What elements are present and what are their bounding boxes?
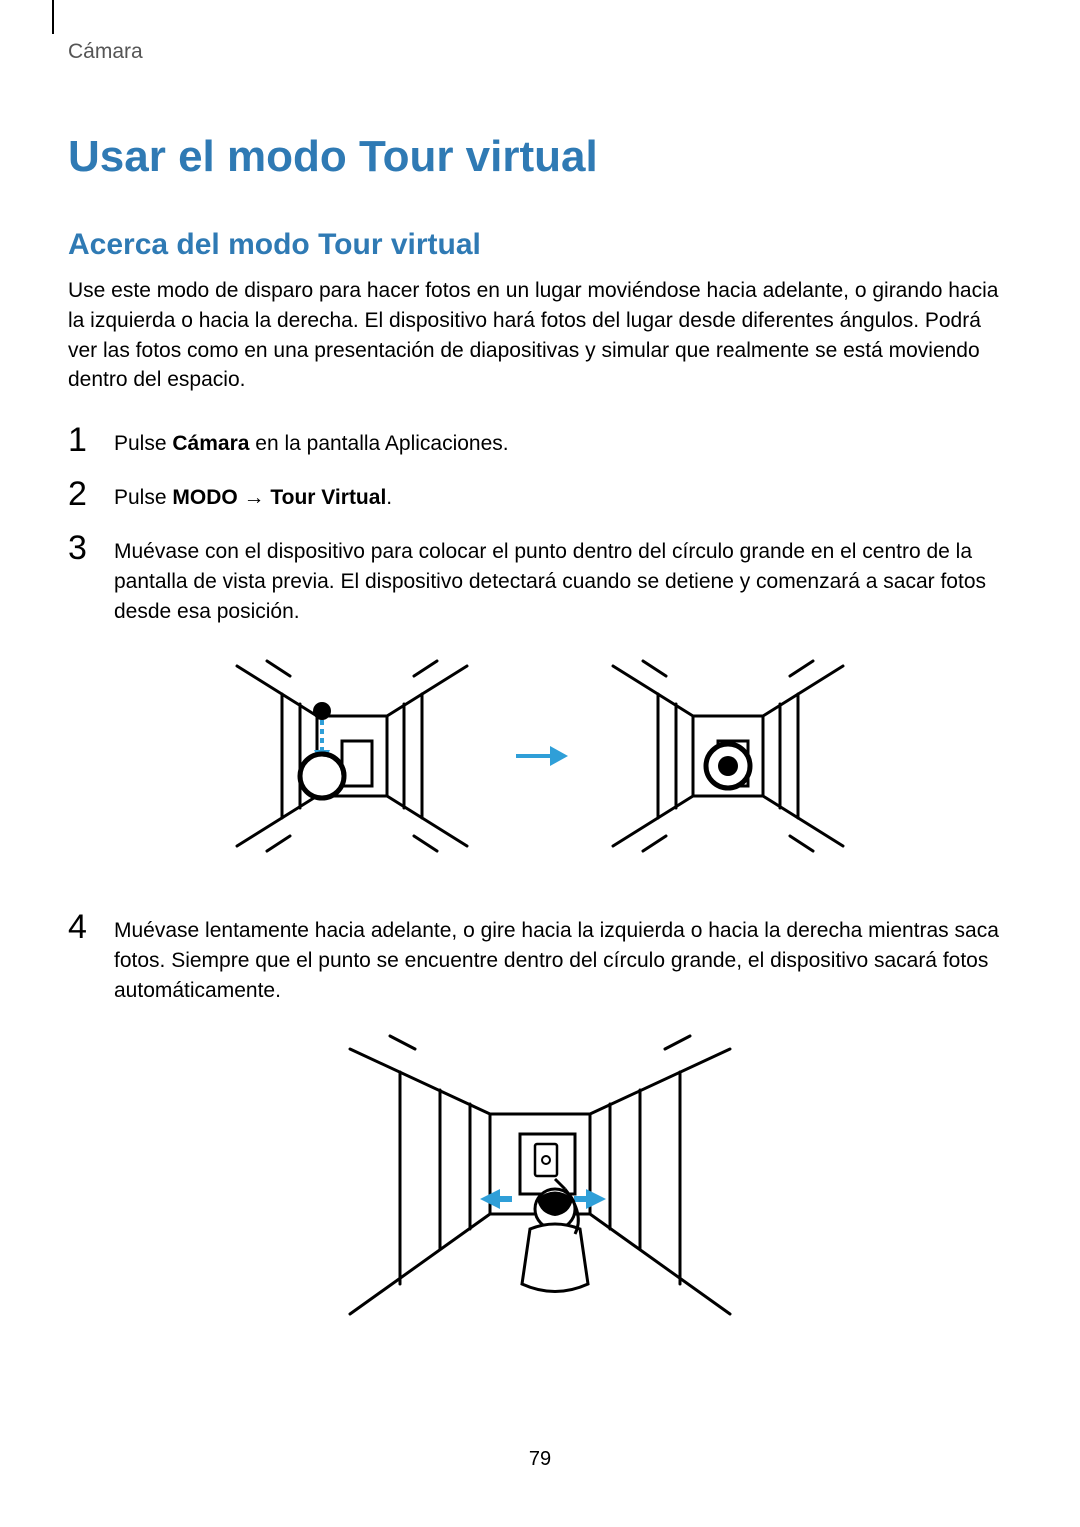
intro-paragraph: Use este modo de disparo para hacer foto… (68, 276, 1012, 395)
step-number: 1 (68, 423, 114, 457)
step-text: Pulse MODO → Tour Virtual. (114, 477, 392, 513)
step-2: 2 Pulse MODO → Tour Virtual. (68, 477, 1012, 513)
step-text: Muévase lentamente hacia adelante, o gir… (114, 910, 1012, 1005)
text-fragment: en la pantalla Aplicaciones. (249, 432, 508, 455)
text-fragment: → (238, 486, 271, 509)
page-content: Cámara Usar el modo Tour virtual Acerca … (0, 0, 1080, 1324)
hallway-diagram-left (222, 646, 482, 866)
page-margin-indicator (52, 0, 54, 34)
step-number: 3 (68, 531, 114, 565)
text-fragment: . (386, 486, 392, 509)
hallway-person-diagram (330, 1024, 750, 1324)
figure-step3 (68, 646, 1012, 866)
step-number: 2 (68, 477, 114, 511)
bold-text: Cámara (172, 432, 249, 455)
bold-text: Tour Virtual (270, 486, 386, 509)
step-text: Pulse Cámara en la pantalla Aplicaciones… (114, 423, 509, 459)
page-number: 79 (0, 1448, 1080, 1471)
page-title: Usar el modo Tour virtual (68, 132, 1012, 182)
bold-text: MODO (172, 486, 237, 509)
step-3: 3 Muévase con el dispositivo para coloca… (68, 531, 1012, 626)
figure-step4 (68, 1024, 1012, 1324)
step-4: 4 Muévase lentamente hacia adelante, o g… (68, 910, 1012, 1005)
section-title: Acerca del modo Tour virtual (68, 228, 1012, 262)
arrow-right-icon (512, 741, 568, 771)
step-text: Muévase con el dispositivo para colocar … (114, 531, 1012, 626)
hallway-diagram-right (598, 646, 858, 866)
breadcrumb: Cámara (68, 40, 1012, 64)
text-fragment: Pulse (114, 432, 172, 455)
step-1: 1 Pulse Cámara en la pantalla Aplicacion… (68, 423, 1012, 459)
step-number: 4 (68, 910, 114, 944)
text-fragment: Pulse (114, 486, 172, 509)
